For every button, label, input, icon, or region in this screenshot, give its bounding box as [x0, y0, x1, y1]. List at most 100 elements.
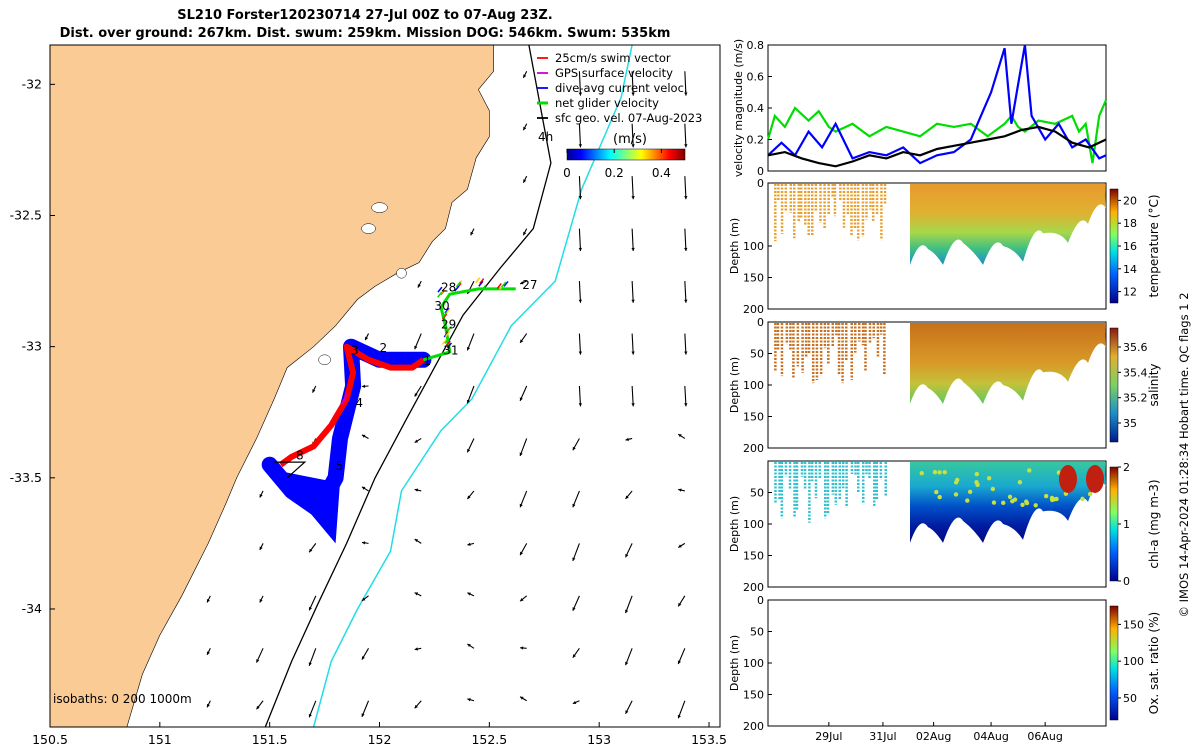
velocity-arrowhead	[631, 92, 635, 96]
coastal-lake	[396, 267, 407, 279]
velocity-arrowhead	[414, 704, 418, 709]
velocity-arrowhead	[466, 399, 471, 404]
chla-dot	[937, 494, 942, 500]
chla-dot	[990, 486, 996, 492]
chla-dot	[1054, 496, 1059, 502]
track-label-31: 31	[443, 344, 458, 358]
depth-tick-label: 150	[743, 272, 764, 285]
section-fill	[910, 462, 1106, 543]
velocity-arrow	[578, 176, 582, 200]
coastal-lake	[318, 354, 331, 366]
depth-tick-label: 100	[743, 240, 764, 253]
colorbar-tick-label: 0.4	[652, 166, 671, 180]
track-vector	[455, 281, 461, 288]
velocity-arrowhead	[361, 713, 365, 717]
colorbar-tick-label: 0.2	[605, 166, 624, 180]
velocity-arrowhead	[684, 247, 688, 252]
velocity-arrowhead	[309, 548, 313, 553]
date-tick-label: 02Aug	[916, 730, 951, 743]
colorbar-tick-label: 150	[1123, 618, 1144, 631]
legend-label: sfc geo. vel. 07-Aug-2023	[555, 111, 702, 125]
velocity-arrowhead	[678, 488, 682, 492]
velocity-arrowhead	[361, 541, 366, 545]
velocity-arrowhead	[417, 284, 421, 288]
depth-tick-label: 50	[750, 487, 764, 500]
velocity-arrowhead	[625, 710, 629, 714]
colorbar-tick-label: 35	[1123, 417, 1137, 430]
chla-dot	[942, 470, 947, 475]
velocity-arrow	[578, 228, 582, 252]
chla-dot	[934, 489, 939, 495]
velocity-arrowhead	[572, 557, 576, 561]
chla-dot	[991, 500, 997, 505]
legend-label: net glider velocity	[555, 96, 659, 110]
velocity-arrowhead	[631, 247, 635, 252]
velocity-arrowhead	[678, 602, 682, 607]
section-frame	[767, 599, 1107, 727]
velocity-arrowhead	[520, 598, 524, 602]
velocity-arrowhead	[578, 351, 583, 355]
colorbar-tick-label: 14	[1123, 263, 1137, 276]
chla-dot	[1007, 494, 1013, 500]
imos-credit: © IMOS 14-Apr-2024 01:28:34 Hobart time.…	[1177, 292, 1191, 617]
section-colorbar	[1109, 188, 1119, 304]
coastline-land	[50, 45, 494, 727]
chla-dot	[965, 498, 970, 503]
track-label-2: 2	[380, 341, 388, 355]
track-vector	[444, 307, 450, 314]
colorbar-tick-label: 35.2	[1123, 392, 1148, 405]
depth-tick-label: 50	[750, 348, 764, 361]
dive-avg-current-fan	[274, 469, 340, 544]
velocity-arrow	[684, 333, 687, 355]
velocity-arrowhead	[361, 597, 366, 601]
colorbar-tick-label: 35.6	[1123, 341, 1148, 354]
colorbar-label: temperature (°C)	[1147, 195, 1161, 298]
credit-text-container: © IMOS 14-Apr-2024 01:28:34 Hobart time.…	[1170, 175, 1198, 735]
colorbar-label: chl-a (mg m-3)	[1147, 479, 1161, 568]
velocity-arrowhead	[206, 703, 210, 708]
velocity-arrowhead	[467, 495, 471, 499]
velocity-arrowhead	[572, 503, 576, 508]
chla-dot	[1087, 491, 1093, 497]
colorbar-tick-label: 100	[1123, 655, 1144, 668]
velocity-arrowhead	[256, 659, 260, 663]
x-tick-label: 153.5	[691, 732, 727, 747]
track-vector	[503, 280, 509, 287]
velocity-arrowhead	[312, 389, 316, 393]
velocity-arrow	[578, 385, 582, 407]
track-label-30: 30	[434, 299, 449, 313]
velocity-arrowhead	[631, 351, 635, 355]
velocity-arrow	[578, 71, 582, 96]
track-vector	[442, 313, 448, 320]
velocity-y-tick-label: 0	[757, 165, 764, 178]
chla-dot	[1024, 499, 1029, 504]
chla-maximum	[1086, 465, 1104, 493]
velocity-arrowhead	[684, 144, 688, 148]
velocity-arrowhead	[625, 437, 629, 441]
depth-axis-label: Depth (m)	[728, 357, 741, 413]
velocity-arrow	[684, 281, 687, 303]
chla-dot	[1001, 500, 1006, 506]
section-panel-chla: 50 100 150 200 Depth (m) 0 1 2 chl-a (mg m-3)	[728, 460, 1161, 594]
velocity-arrowhead	[414, 488, 419, 492]
y-tick-label: -33.5	[10, 470, 42, 485]
depth-tick-label: 200	[743, 303, 764, 316]
date-tick-label: 06Aug	[1027, 730, 1062, 743]
glider-track	[261, 277, 516, 544]
velocity-arrowhead	[519, 503, 523, 508]
track-vector	[475, 277, 481, 284]
velocity-arrow	[578, 123, 582, 148]
velocity-arrowhead	[206, 651, 210, 655]
date-tick-label: 29Jul	[815, 730, 842, 743]
velocity-arrowhead	[578, 196, 583, 200]
track-label-3: 3	[351, 344, 359, 358]
velocity-arrowhead	[365, 336, 369, 341]
depth-tick-label: 100	[743, 518, 764, 531]
velocity-arrowhead	[678, 434, 682, 438]
velocity-arrowhead	[684, 92, 688, 96]
velocity-panel: 0 0.2 0.4 0.6 0.8 velocity magnitude (m/s)	[732, 39, 1108, 178]
chla-dot	[1020, 502, 1025, 508]
chla-dot	[986, 475, 992, 481]
